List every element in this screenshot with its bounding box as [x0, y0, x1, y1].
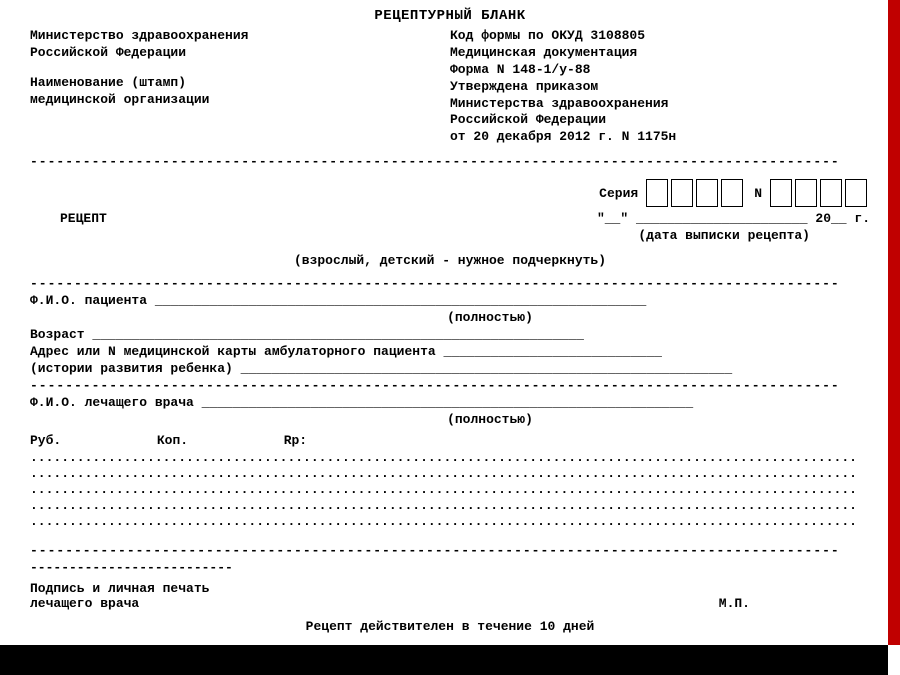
- dot-line-1[interactable]: ........................................…: [30, 450, 870, 465]
- age-row: Возраст ________________________________…: [30, 327, 870, 342]
- patient-name-row: Ф.И.О. пациента ________________________…: [30, 293, 870, 308]
- patient-label: Ф.И.О. пациента: [30, 293, 147, 308]
- org-name-label: Наименование (штамп): [30, 75, 450, 92]
- divider-dash-4: ----------------------------------------…: [30, 543, 870, 558]
- doctor-label: Ф.И.О. лечащего врача: [30, 395, 194, 410]
- ministry-right: Министерства здравоохранения: [450, 96, 870, 113]
- date-fill[interactable]: "__" ______________________ 20__ г.: [597, 211, 870, 226]
- address-label: Адрес или N медицинской карты амбулаторн…: [30, 344, 436, 359]
- sig-line-1: Подпись и личная печать: [30, 581, 209, 596]
- adult-child-note: (взрослый, детский - нужное подчеркнуть): [30, 253, 870, 268]
- address-row: Адрес или N медицинской карты амбулаторн…: [30, 344, 870, 359]
- series-boxes[interactable]: [646, 179, 746, 207]
- ministry-line-2: Российской Федерации: [30, 45, 450, 62]
- prescription-form: РЕЦЕПТУРНЫЙ БЛАНК Министерство здравоохр…: [0, 0, 900, 642]
- history-label: (истории развития ребенка): [30, 361, 233, 376]
- dot-line-3[interactable]: ........................................…: [30, 482, 870, 497]
- series-n: N: [754, 186, 762, 201]
- divider-dash-1: ----------------------------------------…: [30, 154, 870, 169]
- history-row: (истории развития ребенка) _____________…: [30, 361, 870, 376]
- form-number: Форма N 148-1/у-88: [450, 62, 870, 79]
- series-label: Серия: [599, 186, 638, 201]
- header-left: Министерство здравоохранения Российской …: [30, 28, 450, 146]
- divider-dash-3: ----------------------------------------…: [30, 378, 870, 393]
- side-accent-red: [888, 0, 900, 645]
- approved-by: Утверждена приказом: [450, 79, 870, 96]
- order-date: от 20 декабря 2012 г. N 1175н: [450, 129, 870, 146]
- recipe-label: РЕЦЕПТ: [60, 211, 107, 226]
- form-title: РЕЦЕПТУРНЫЙ БЛАНК: [30, 8, 870, 24]
- mp-label: М.П.: [719, 596, 750, 611]
- patient-underline[interactable]: ________________________________________…: [155, 293, 646, 308]
- dot-line-2[interactable]: ........................................…: [30, 466, 870, 481]
- okud-code: Код формы по ОКУД 3108805: [450, 28, 870, 45]
- number-boxes[interactable]: [770, 179, 870, 207]
- med-doc: Медицинская документация: [450, 45, 870, 62]
- doctor-underline[interactable]: ________________________________________…: [202, 395, 693, 410]
- kop-label: Коп.: [157, 433, 188, 448]
- bottom-accent-black: [0, 645, 888, 675]
- signature-left: Подпись и личная печать лечащего врача: [30, 581, 209, 611]
- rp-label: Rp:: [284, 433, 307, 448]
- signature-block: Подпись и личная печать лечащего врача М…: [30, 581, 870, 611]
- doctor-fully: (полностью): [110, 412, 870, 427]
- rub-kop-rp-row: Руб. Коп. Rp:: [30, 433, 870, 448]
- address-underline[interactable]: ____________________________: [443, 344, 661, 359]
- patient-fully: (полностью): [110, 310, 870, 325]
- history-underline[interactable]: ________________________________________…: [241, 361, 732, 376]
- date-caption: (дата выписки рецепта): [30, 228, 870, 243]
- doctor-row: Ф.И.О. лечащего врача __________________…: [30, 395, 870, 410]
- recipe-date-row: РЕЦЕПТ "__" ______________________ 20__ …: [30, 211, 870, 226]
- ministry-line-1: Министерство здравоохранения: [30, 28, 450, 45]
- valid-days: Рецепт действителен в течение 10 дней: [30, 619, 870, 634]
- spacer: [30, 62, 450, 75]
- header-right: Код формы по ОКУД 3108805 Медицинская до…: [450, 28, 870, 146]
- header-block: Министерство здравоохранения Российской …: [30, 28, 870, 146]
- age-underline[interactable]: ________________________________________…: [92, 327, 583, 342]
- rf-right: Российской Федерации: [450, 112, 870, 129]
- age-label: Возраст: [30, 327, 85, 342]
- short-dash: --------------------------: [30, 560, 870, 575]
- rub-label: Руб.: [30, 433, 61, 448]
- org-name-label-2: медицинской организации: [30, 92, 450, 109]
- sig-line-2: лечащего врача: [30, 596, 209, 611]
- dot-line-4[interactable]: ........................................…: [30, 498, 870, 513]
- series-number-row: Серия N: [30, 179, 870, 207]
- divider-dash-2: ----------------------------------------…: [30, 276, 870, 291]
- dot-line-5[interactable]: ........................................…: [30, 514, 870, 529]
